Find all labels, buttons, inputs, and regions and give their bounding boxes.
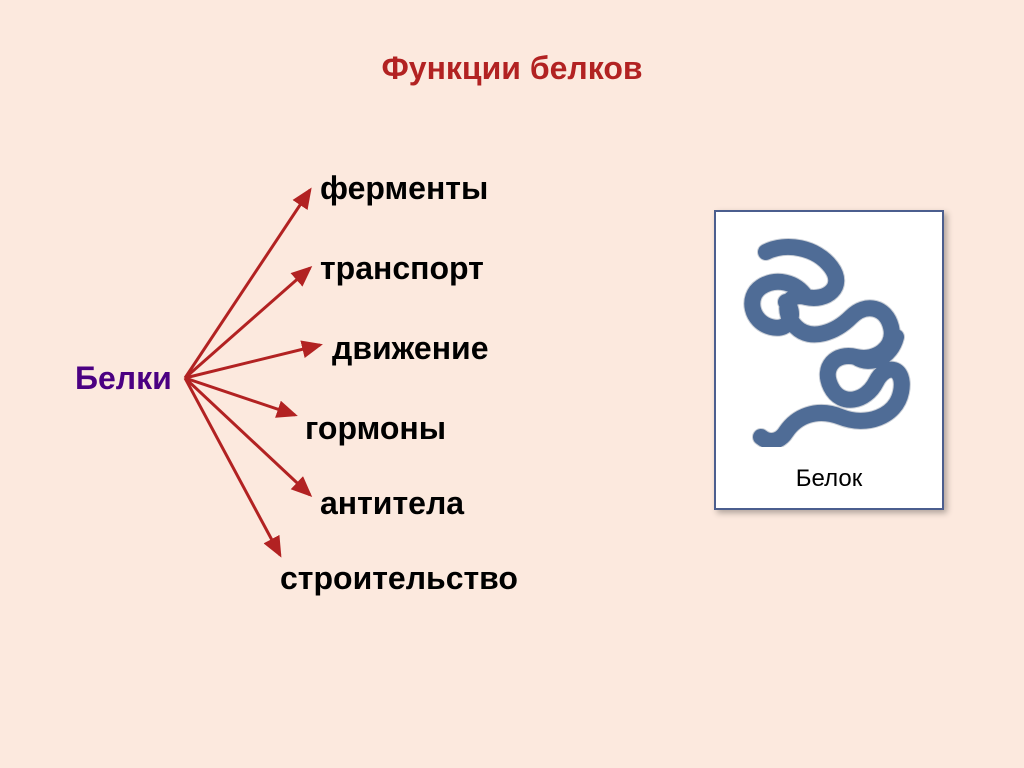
function-item: движение (332, 330, 489, 367)
protein-structure-icon (736, 237, 926, 447)
protein-caption: Белок (796, 465, 862, 493)
source-label: Белки (75, 360, 172, 397)
diagram-title: Функции белков (381, 50, 642, 87)
function-item: ферменты (320, 170, 488, 207)
function-item: антитела (320, 485, 464, 522)
function-item: строительство (280, 560, 518, 597)
function-item: транспорт (320, 250, 484, 287)
protein-image-box: Белок (714, 210, 944, 510)
function-item: гормоны (305, 410, 446, 447)
